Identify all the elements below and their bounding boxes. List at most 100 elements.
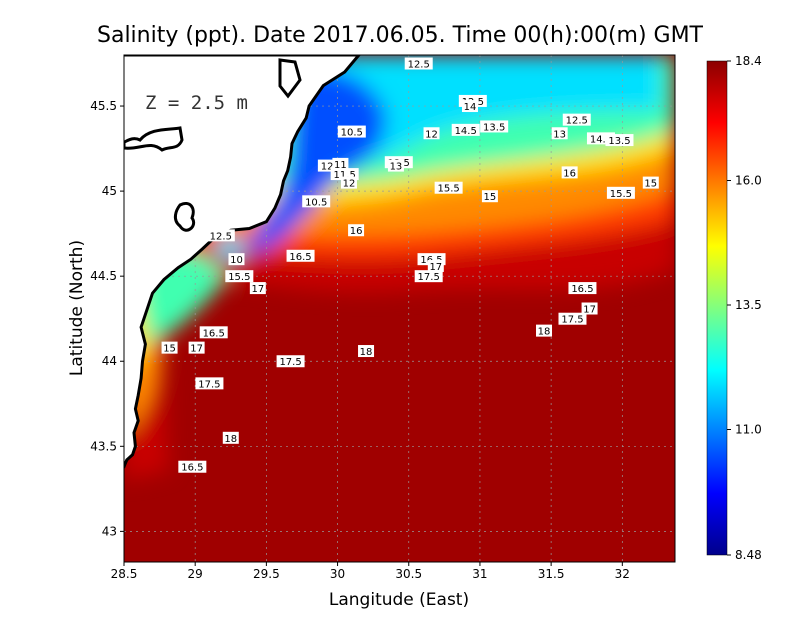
x-tick-label: 31.5 <box>538 567 565 581</box>
contour-label-bg <box>481 190 498 203</box>
contour-label: 17.5 <box>279 357 301 368</box>
contour-label-bg <box>188 341 205 354</box>
contour-label: 11 <box>334 160 347 171</box>
plot-frame <box>123 54 676 563</box>
contour-label-bg <box>249 282 266 295</box>
contour-label-bg <box>222 431 239 444</box>
contour-label-bg <box>561 166 578 179</box>
contour-label-bg <box>358 345 375 358</box>
contour-label: 16 <box>350 226 363 237</box>
region-danube-mouth <box>245 69 386 252</box>
contour-label: 15 <box>163 344 176 355</box>
contour-label-bg <box>536 324 553 337</box>
contour-label-bg <box>434 181 463 194</box>
x-tick-label: 29 <box>188 567 203 581</box>
lagoon-north <box>124 126 184 152</box>
contour-label-bg <box>558 312 587 325</box>
contour-label: 12.5 <box>408 60 430 71</box>
contour-label: 14.5 <box>590 134 612 145</box>
contour-label-bg <box>286 249 315 262</box>
colorbar <box>706 60 728 556</box>
contour-label: 13.5 <box>608 136 630 147</box>
y-tick-label: 43 <box>102 524 117 538</box>
contour-label: 16.5 <box>289 252 311 263</box>
colorbar-tick-label: 8.48 <box>735 548 762 562</box>
contour-label-bg <box>581 302 598 315</box>
x-tick-label: 29.5 <box>253 567 280 581</box>
contour-label-bg <box>161 341 178 354</box>
contour-label-bg <box>195 377 224 390</box>
colorbar-ticks: 18.4 16.0 13.5 11.0 8.48 <box>727 54 762 562</box>
contour-labels: 12.512.51413.514.51210.512.51314.513.512… <box>161 57 659 474</box>
contour-label-bg <box>461 100 478 113</box>
contour-label: 14.5 <box>455 126 477 137</box>
y-tick-label: 44.5 <box>90 269 117 283</box>
x-axis-ticks: 28.5 29 29.5 30 30.5 31 31.5 32 <box>111 562 630 581</box>
contour-label-bg <box>568 282 597 295</box>
contour-label: 16.5 <box>203 328 225 339</box>
contour-label-bg <box>276 355 305 368</box>
lagoon-razelm <box>173 202 195 232</box>
contour-label-bg <box>605 134 634 147</box>
contour-label-bg <box>199 326 228 339</box>
contour-label: 16.5 <box>571 284 593 295</box>
contour-label: 12.5 <box>210 231 232 242</box>
colorbar-tick-label: 18.4 <box>735 54 762 68</box>
contour-label: 10.5 <box>341 128 363 139</box>
colorbar-tick-label: 16.0 <box>735 174 762 188</box>
contour-label-bg <box>332 157 349 170</box>
contour-label-bg <box>302 195 331 208</box>
contour-label: 14 <box>464 102 477 113</box>
contour-label: 15 <box>484 192 497 203</box>
contour-label-bg <box>480 120 509 133</box>
contour-label: 12 <box>425 129 438 140</box>
contour-label: 17 <box>190 344 203 355</box>
contour-label-bg <box>337 125 366 138</box>
contour-label-bg <box>225 270 254 283</box>
contour-label: 17.5 <box>418 272 440 283</box>
y-tick-label: 43.5 <box>90 439 117 453</box>
contour-label-bg <box>414 270 443 283</box>
contour-label: 13.5 <box>483 122 505 133</box>
contour-label-bg <box>551 127 568 140</box>
depth-annotation: Z = 2.5 m <box>145 92 248 114</box>
x-tick-label: 31 <box>472 567 487 581</box>
lagoon-sasyk <box>278 58 302 99</box>
contour-label: 12.5 <box>321 162 343 173</box>
contour-label: 17 <box>583 305 596 316</box>
contour-label-bg <box>606 186 635 199</box>
coastal-lakes <box>124 58 302 232</box>
contour-label: 13 <box>390 162 403 173</box>
contour-label-bg <box>387 159 404 172</box>
contour-label-bg <box>348 224 365 237</box>
x-tick-label: 28.5 <box>111 567 138 581</box>
contour-label: 18 <box>224 434 237 445</box>
y-axis-label: Latitude (North) <box>67 240 87 376</box>
contour-label: 12.5 <box>566 116 588 127</box>
x-tick-label: 30 <box>330 567 345 581</box>
x-tick-label: 30.5 <box>395 567 422 581</box>
contour-label-bg <box>228 253 245 266</box>
contour-label-bg <box>642 176 659 189</box>
contour-label: 17.5 <box>198 379 220 390</box>
x-axis-label: Langitude (East) <box>329 590 469 610</box>
contour-label: 17 <box>251 284 264 295</box>
colorbar-tick-label: 13.5 <box>735 298 762 312</box>
y-axis-ticks: 43 43.5 44 44.5 45 45.5 <box>90 99 124 538</box>
y-tick-label: 44 <box>102 354 117 368</box>
contour-label-bg <box>178 460 207 473</box>
y-tick-label: 45 <box>102 184 117 198</box>
contour-label: 15.5 <box>228 272 250 283</box>
contour-label: 15 <box>644 179 657 190</box>
contour-label: 12 <box>343 179 356 190</box>
contour-label-bg <box>451 123 480 136</box>
contour-label-bg <box>404 57 433 70</box>
contour-label-bg <box>427 259 444 272</box>
contour-label: 17.5 <box>561 315 583 326</box>
colorbar-tick-label: 11.0 <box>735 423 762 437</box>
contour-label-bg <box>562 113 591 126</box>
contour-label: 13 <box>553 129 566 140</box>
contour-label: 15.5 <box>610 189 632 200</box>
contour-label-bg <box>423 127 440 140</box>
